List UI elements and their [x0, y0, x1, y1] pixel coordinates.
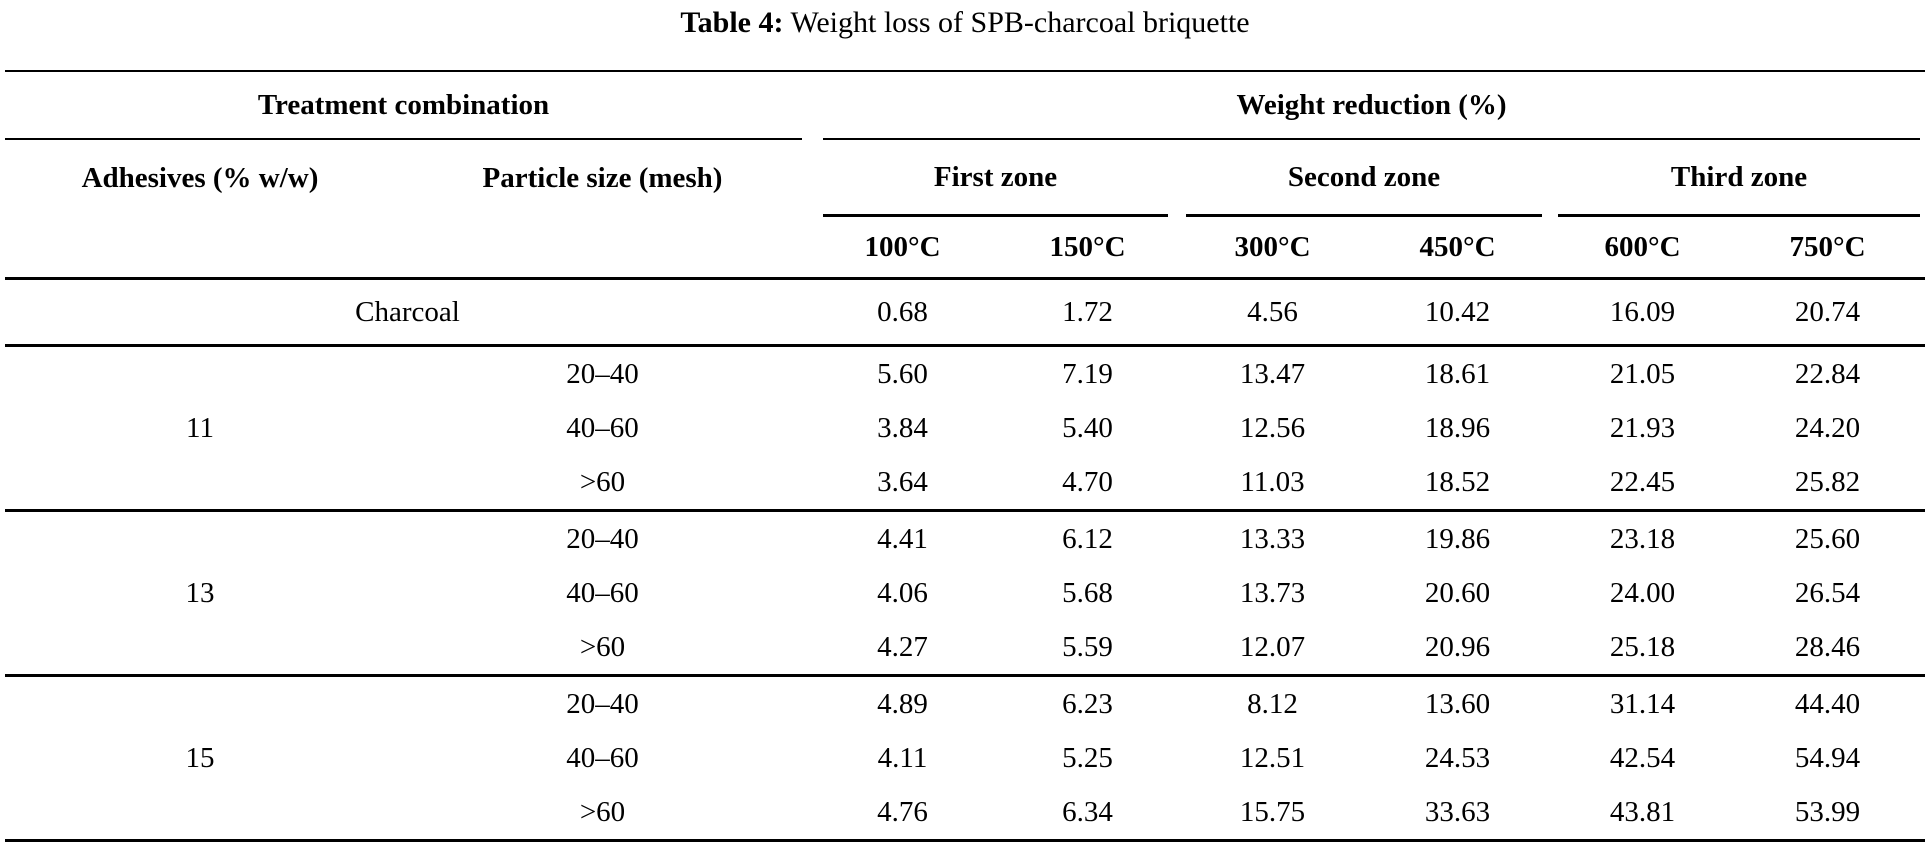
- particle-size-cell: >60: [579, 630, 626, 663]
- particle-size-cell: 40–60: [566, 576, 639, 609]
- header-temp-750: 750°C: [1789, 230, 1866, 263]
- adhesive-level-label: 11: [186, 411, 214, 444]
- particle-size-cell: 20–40: [566, 687, 639, 720]
- cell-value: 4.06: [877, 576, 928, 609]
- adhesive-level-label: 15: [185, 741, 215, 774]
- cell-value: 12.07: [1239, 630, 1306, 663]
- header-temp-450: 450°C: [1419, 230, 1496, 263]
- header-temp-300: 300°C: [1234, 230, 1311, 263]
- cell-value: 44.40: [1794, 687, 1861, 720]
- cell-value: 4.27: [877, 630, 928, 663]
- cell-value: 15.75: [1239, 795, 1306, 828]
- cell-value: 4.89: [877, 687, 928, 720]
- cell-value: 18.61: [1424, 357, 1491, 390]
- header-temp-600: 600°C: [1604, 230, 1681, 263]
- cell-value: 20.60: [1424, 576, 1491, 609]
- header-row-sections: Treatment combination Weight reduction (…: [5, 72, 1925, 140]
- cell-value: 13.33: [1239, 522, 1306, 555]
- cell-value: 10.42: [1424, 295, 1491, 328]
- cell-value: 25.60: [1794, 522, 1861, 555]
- cell-value: 18.96: [1424, 411, 1491, 444]
- cell-value: 24.53: [1424, 741, 1491, 774]
- particle-size-cell: 20–40: [566, 522, 639, 555]
- cell-value: 31.14: [1609, 687, 1676, 720]
- cell-value: 5.40: [1062, 411, 1113, 444]
- cell-value: 0.68: [877, 295, 928, 328]
- header-first-zone: First zone: [823, 140, 1168, 217]
- table-caption-number: Table 4:: [680, 6, 784, 39]
- header-adhesives: Adhesives (% w/w): [81, 162, 319, 194]
- header-weight-reduction: Weight reduction (%): [823, 72, 1920, 140]
- cell-value: 25.82: [1794, 465, 1861, 498]
- table-caption: Table 4: Weight loss of SPB-charcoal bri…: [0, 0, 1930, 70]
- cell-value: 24.00: [1609, 576, 1676, 609]
- cell-value: 5.60: [877, 357, 928, 390]
- cell-value: 3.84: [877, 411, 928, 444]
- cell-value: 1.72: [1062, 295, 1113, 328]
- cell-value: 8.12: [1247, 687, 1298, 720]
- group-adhesive-15: 15 20–40 4.89 6.23 8.12 13.60 31.14 44.4…: [5, 677, 1925, 842]
- cell-value: 22.84: [1794, 357, 1861, 390]
- cell-value: 6.34: [1062, 795, 1113, 828]
- cell-value: 20.74: [1794, 295, 1861, 328]
- header-row-temperatures: 100°C 150°C 300°C 450°C 600°C 750°C: [5, 217, 1925, 280]
- cell-value: 4.76: [877, 795, 928, 828]
- cell-value: 43.81: [1609, 795, 1676, 828]
- cell-value: 21.05: [1609, 357, 1676, 390]
- cell-value: 4.70: [1062, 465, 1113, 498]
- header-treatment-combination: Treatment combination: [5, 72, 802, 140]
- particle-size-cell: 40–60: [566, 741, 639, 774]
- cell-value: 5.68: [1062, 576, 1113, 609]
- particle-size-cell: >60: [579, 795, 626, 828]
- cell-value: 4.11: [877, 741, 928, 774]
- cell-value: 12.51: [1239, 741, 1306, 774]
- cell-value: 11.03: [1240, 465, 1305, 498]
- cell-value: 53.99: [1794, 795, 1861, 828]
- cell-value: 13.47: [1239, 357, 1306, 390]
- charcoal-label: Charcoal: [355, 295, 460, 328]
- data-table: Treatment combination Weight reduction (…: [5, 70, 1925, 842]
- header-temp-150: 150°C: [1049, 230, 1126, 263]
- cell-value: 4.41: [877, 522, 928, 555]
- cell-value: 23.18: [1609, 522, 1676, 555]
- particle-size-cell: 40–60: [566, 411, 639, 444]
- header-temp-100: 100°C: [864, 230, 941, 263]
- group-adhesive-11: 11 20–40 5.60 7.19 13.47 18.61 21.05 22.…: [5, 347, 1925, 512]
- cell-value: 22.45: [1609, 465, 1676, 498]
- header-particle-size: Particle size (mesh): [482, 162, 723, 194]
- cell-value: 33.63: [1424, 795, 1491, 828]
- group-adhesive-13: 13 20–40 4.41 6.12 13.33 19.86 23.18 25.…: [5, 512, 1925, 677]
- table-caption-text: Weight loss of SPB-charcoal briquette: [783, 6, 1250, 39]
- adhesive-level-label: 13: [185, 576, 215, 609]
- cell-value: 3.64: [877, 465, 928, 498]
- cell-value: 26.54: [1794, 576, 1861, 609]
- cell-value: 6.12: [1062, 522, 1113, 555]
- cell-value: 16.09: [1609, 295, 1676, 328]
- cell-value: 7.19: [1062, 357, 1113, 390]
- header-second-zone: Second zone: [1186, 140, 1542, 217]
- cell-value: 18.52: [1424, 465, 1491, 498]
- header-row-zones: Adhesives (% w/w) Particle size (mesh) F…: [5, 140, 1925, 217]
- particle-size-cell: 20–40: [566, 357, 639, 390]
- cell-value: 28.46: [1794, 630, 1861, 663]
- cell-value: 6.23: [1062, 687, 1113, 720]
- cell-value: 5.59: [1062, 630, 1113, 663]
- cell-value: 54.94: [1794, 741, 1861, 774]
- table-row-charcoal: Charcoal 0.68 1.72 4.56 10.42 16.09 20.7…: [5, 280, 1925, 347]
- cell-value: 20.96: [1424, 630, 1491, 663]
- cell-value: 13.73: [1239, 576, 1306, 609]
- cell-value: 21.93: [1609, 411, 1676, 444]
- particle-size-cell: >60: [579, 465, 626, 498]
- cell-value: 4.56: [1247, 295, 1298, 328]
- cell-value: 19.86: [1424, 522, 1491, 555]
- cell-value: 13.60: [1424, 687, 1491, 720]
- cell-value: 5.25: [1062, 741, 1113, 774]
- header-third-zone: Third zone: [1558, 140, 1920, 217]
- cell-value: 42.54: [1609, 741, 1676, 774]
- cell-value: 12.56: [1239, 411, 1306, 444]
- cell-value: 25.18: [1609, 630, 1676, 663]
- cell-value: 24.20: [1794, 411, 1861, 444]
